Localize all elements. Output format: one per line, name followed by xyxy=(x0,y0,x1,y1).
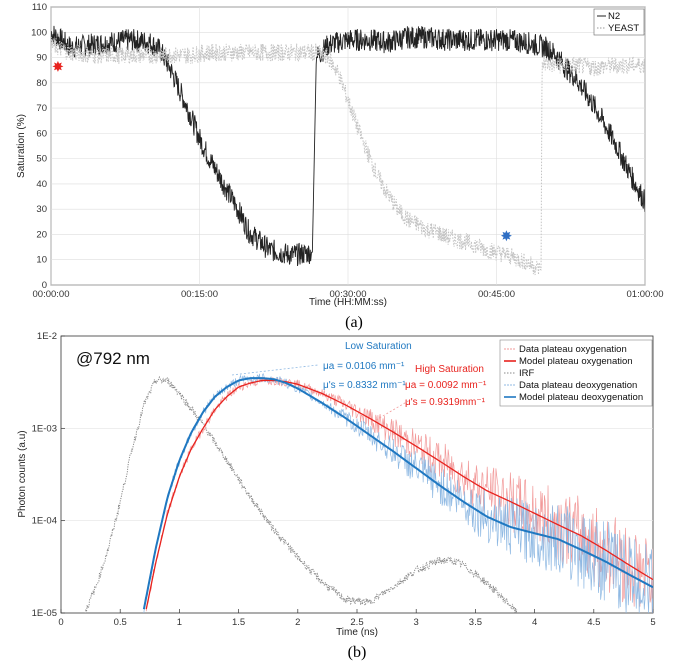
annotation-mua: μa = 0.0106 mm⁻¹ xyxy=(323,361,405,372)
y-tick-label: 100 xyxy=(31,27,47,38)
y-tick-label: 1E-05 xyxy=(32,608,57,619)
annotation-high-saturation: High Saturation μa = 0.0092 mm⁻¹ μ's = 0… xyxy=(375,364,487,421)
legend-label: Data plateau deoxygenation xyxy=(519,380,637,391)
x-tick-label: 3.5 xyxy=(469,617,482,628)
y-tick-label: 110 xyxy=(32,2,47,13)
series-group xyxy=(84,372,653,613)
y-axis-label: Saturation (%) xyxy=(16,114,27,178)
series-line-yeast xyxy=(51,36,645,276)
legend-box xyxy=(499,339,653,407)
annotation-mus: μ's = 0.9319mm⁻¹ xyxy=(405,397,486,408)
series-line-n2 xyxy=(51,25,645,267)
series-group xyxy=(51,25,645,276)
marker-red-star xyxy=(52,60,64,72)
x-tick-label: 2 xyxy=(295,617,300,628)
y-tick-label: 60 xyxy=(36,128,47,139)
x-tick-label: 01:00:00 xyxy=(627,289,664,300)
gridlines xyxy=(60,335,654,614)
x-tick-label: 0.5 xyxy=(114,617,127,628)
x-axis-label: Time (HH:MM:ss) xyxy=(309,297,387,308)
legend-label-n2: N2 xyxy=(608,11,620,22)
y-tick-label: 1E-03 xyxy=(32,423,57,434)
tick-labels: 1E-05 1E-04 1E-03 1E-2 0 0.5 1 1.5 2 2.5 3 3.5 4 4.5 5 xyxy=(32,331,656,628)
x-tick-label: 0 xyxy=(58,617,63,628)
y-tick-label: 10 xyxy=(36,255,47,266)
annotation-title: Low Saturation xyxy=(345,341,412,352)
x-tick-label: 4 xyxy=(532,617,537,628)
x-tick-label: 00:00:00 xyxy=(33,289,70,300)
x-tick-label: 00:30:00 xyxy=(330,289,367,300)
legend-label: IRF xyxy=(519,368,535,379)
legend-box xyxy=(593,8,645,36)
y-tick-label: 40 xyxy=(36,179,47,190)
annotation-title: High Saturation xyxy=(415,364,484,375)
x-tick-label: 4.5 xyxy=(587,617,600,628)
x-tick-label: 5 xyxy=(650,617,655,628)
y-tick-label: 20 xyxy=(36,229,47,240)
annotation-mus: μ's = 0.8332 mm⁻¹ xyxy=(323,380,406,391)
annotation-pointer xyxy=(231,364,319,376)
y-tick-label: 1E-04 xyxy=(32,516,57,527)
legend-label: Model plateau oxygenation xyxy=(519,356,633,367)
wavelength-label: @792 nm xyxy=(76,349,150,368)
legend: N2 YEAST xyxy=(593,8,645,36)
marker-group xyxy=(52,60,512,242)
series-line-model-plateau-oxygenation xyxy=(145,379,653,610)
y-tick-label: 70 xyxy=(36,103,47,114)
annotation-pointer xyxy=(375,399,411,421)
x-tick-label: 00:45:00 xyxy=(478,289,515,300)
annotation-mua: μa = 0.0092 mm⁻¹ xyxy=(405,380,487,391)
annotation-low-saturation: Low Saturation μa = 0.0106 mm⁻¹ μ's = 0.… xyxy=(231,341,412,391)
marker-blue-star xyxy=(500,230,512,242)
caption-a: (a) xyxy=(345,314,363,331)
y-tick-label: 0 xyxy=(42,280,47,291)
legend-label: Model plateau deoxygenation xyxy=(519,392,643,403)
x-axis-label: Time (ns) xyxy=(336,627,378,638)
photon-counts-chart: 1E-05 1E-04 1E-03 1E-2 0 0.5 1 1.5 2 2.5 3 3.5 4 4.5 5… xyxy=(17,331,656,638)
legend-label: Data plateau oxygenation xyxy=(519,344,627,355)
x-tick-label: 1 xyxy=(177,617,182,628)
y-tick-label: 30 xyxy=(36,204,47,215)
y-tick-label: 80 xyxy=(36,78,47,89)
x-tick-label: 00:15:00 xyxy=(181,289,218,300)
legend-label-yeast: YEAST xyxy=(608,23,639,34)
x-tick-label: 1.5 xyxy=(232,617,245,628)
y-tick-label: 1E-2 xyxy=(37,331,57,342)
y-axis-label: Photon counts (a.u) xyxy=(17,430,28,517)
saturation-chart: 0 10 20 30 40 50 60 70 80 90 100 110 00:00:00 00:15:0… xyxy=(16,2,663,308)
y-tick-label: 50 xyxy=(36,154,47,165)
caption-b: (b) xyxy=(348,644,367,661)
x-tick-label: 3 xyxy=(414,617,419,628)
series-line-model-plateau-deoxygenation xyxy=(142,377,653,610)
y-tick-label: 90 xyxy=(36,53,47,64)
x-tick-label: 2.5 xyxy=(350,617,363,628)
tick-labels: 0 10 20 30 40 50 60 70 80 90 100 110 00:00:00 00:15:0… xyxy=(31,2,663,300)
